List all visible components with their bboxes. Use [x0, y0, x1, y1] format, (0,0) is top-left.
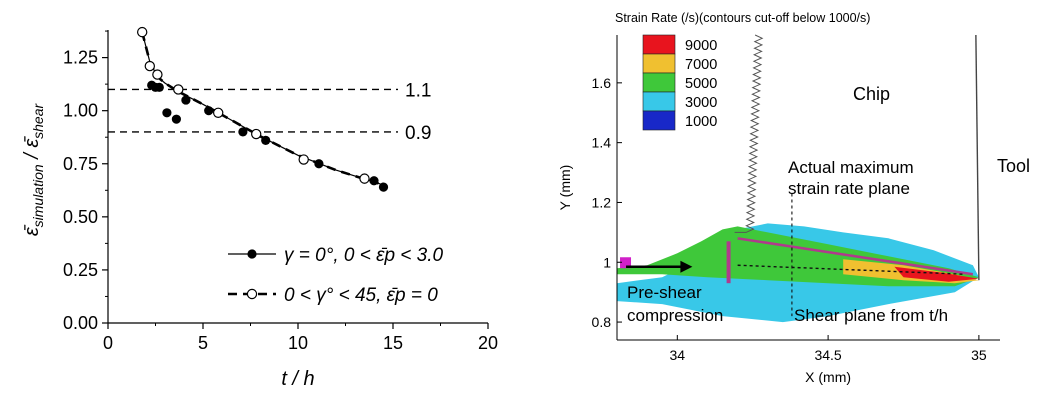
legend-swatch [642, 72, 676, 93]
legend-label: 1000 [685, 114, 717, 130]
legend-marker-filled [247, 249, 257, 259]
legend-swatch [642, 91, 676, 112]
y-tick-label: 0.50 [63, 207, 98, 227]
legend-marker-open [246, 288, 258, 300]
reference-line-label: 0.9 [405, 123, 431, 144]
data-point-filled [378, 182, 389, 192]
actual-max-strain-rate-line [737, 237, 974, 276]
y-tick-label: 1.00 [63, 101, 98, 121]
y-tick-label: 1.2 [592, 194, 612, 210]
legend-swatch [642, 53, 676, 74]
x-tick-label: 34 [670, 347, 686, 363]
y-tick-label: 1.6 [592, 75, 612, 91]
legend-swatch [642, 110, 676, 131]
data-point-filled [171, 114, 181, 124]
pre-shear-arrow-head [680, 260, 693, 273]
data-point-open [298, 154, 309, 165]
x-tick-label: 10 [288, 333, 308, 353]
data-point-open [251, 128, 262, 140]
x-axis-label: t / h [281, 368, 314, 390]
y-tick-label: 0.8 [592, 314, 612, 330]
strain-ratio-chart: 0 5 10 15 20 0.00 0.25 0.50 0.75 1.00 1.25 t / h ε̄s… [21, 26, 498, 390]
legend-label: 9000 [685, 38, 717, 54]
data-point-filled [154, 82, 164, 92]
x-tick-label: 20 [478, 333, 498, 353]
annotation-chip: Chip [853, 84, 890, 104]
data-point-filled [238, 127, 248, 137]
series-line-solid [141, 31, 384, 186]
legend-label: 5000 [685, 76, 717, 92]
strain-rate-contour-plot: Strain Rate (/s)(contours cut-off below … [557, 11, 1030, 385]
reference-line-label: 1.1 [405, 80, 431, 101]
legend-label-2: 0 < γ° < 45, ε̄p = 0 [284, 285, 438, 306]
data-point-open [136, 26, 148, 38]
y-tick-label: 0.75 [63, 154, 98, 174]
series-line-dashed [140, 31, 384, 187]
annotation-pre-shear-line-1: Pre-shear [627, 283, 702, 302]
contour-region-9000 [894, 266, 979, 282]
data-point-open [152, 69, 163, 80]
chip-free-surface [734, 34, 764, 233]
legend-label: 3000 [685, 95, 717, 111]
data-point-filled [181, 95, 191, 105]
legend-label-1: γ = 0°, 0 < ε̄p < 3.0 [284, 245, 444, 266]
y-tick-label: 0.25 [63, 260, 98, 280]
data-point-open [359, 173, 370, 184]
annotation-shear-plane: Shear plane from t/h [794, 306, 948, 325]
x-tick-label: 0 [103, 333, 113, 353]
annotation-pre-shear-line-2: compression [627, 306, 723, 325]
legend-label: 7000 [685, 57, 717, 73]
data-point-filled [204, 106, 214, 116]
x-tick-label: 35 [971, 347, 987, 363]
data-point-filled [314, 159, 324, 169]
shear-plane-line [737, 264, 964, 275]
y-axis-label: Y (mm) [557, 165, 573, 211]
data-point-open [144, 60, 155, 72]
data-point-open [212, 107, 224, 119]
legend-swatch [642, 34, 676, 55]
plot-title: Strain Rate (/s)(contours cut-off below … [615, 11, 870, 25]
data-point-filled [261, 135, 271, 146]
y-tick-label: 1.25 [63, 48, 98, 68]
x-tick-label: 5 [198, 333, 208, 353]
y-tick-label: 0.00 [63, 313, 98, 333]
tool-edge [975, 34, 980, 281]
annotation-actual-line-1: Actual maximum [788, 158, 914, 177]
x-axis-label: X (mm) [805, 369, 851, 385]
y-axis-label: ε̄simulation / ε̄shear [21, 103, 46, 237]
data-point-open [173, 84, 184, 95]
annotation-actual-line-2: strain rate plane [788, 179, 910, 198]
pre-shear-square [620, 257, 632, 269]
y-tick-label: 1 [603, 254, 611, 270]
annotation-tool: Tool [997, 156, 1030, 176]
y-tick-label: 1.4 [592, 135, 612, 151]
data-point-filled [369, 176, 379, 186]
x-tick-label: 15 [383, 333, 403, 353]
x-tick-label: 34.5 [814, 347, 841, 363]
data-point-filled [162, 108, 172, 118]
